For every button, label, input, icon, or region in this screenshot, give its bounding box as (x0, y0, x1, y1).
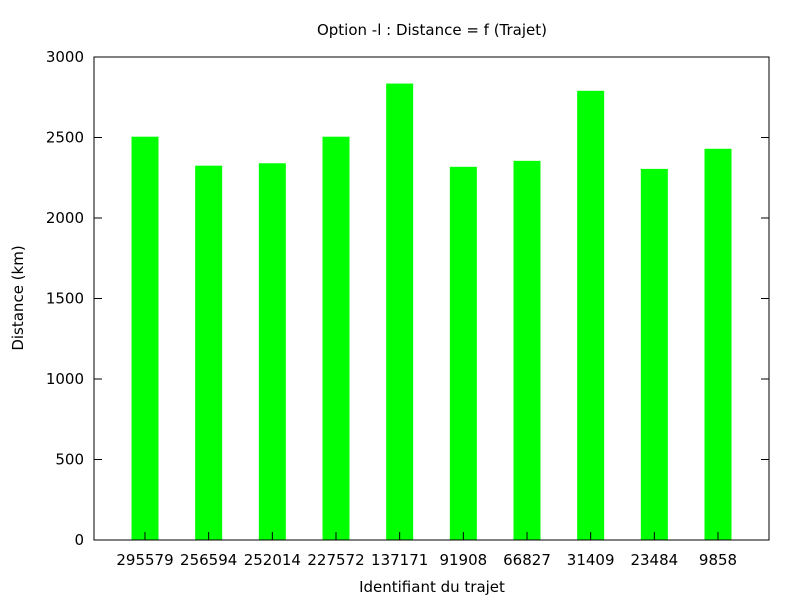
plot-frame (93, 56, 770, 541)
y-tick-label: 0 (74, 531, 84, 549)
bar-137171 (386, 83, 414, 540)
x-axis-ticks: 295579 256594 252014 227572 137171 91908 66827… (116, 532, 737, 569)
x-tick-label: 227572 (307, 551, 364, 569)
y-tick-label: 3000 (46, 48, 84, 66)
x-tick-label: 252014 (244, 551, 301, 569)
bar-295579 (131, 136, 159, 540)
bar-91908 (449, 166, 477, 540)
y-tick-label: 2500 (46, 129, 84, 147)
x-tick-label: 31409 (567, 551, 615, 569)
bar-227572 (322, 136, 350, 540)
y-tick-label: 500 (55, 451, 84, 469)
x-tick-label: 295579 (116, 551, 173, 569)
bar-256594 (195, 165, 223, 541)
bar-66827 (513, 160, 541, 540)
y-tick-label: 2000 (46, 209, 84, 227)
y-tick-label: 1000 (46, 370, 84, 388)
x-tick-label: 23484 (630, 551, 678, 569)
bar-9858 (704, 148, 732, 540)
y-axis-label: Distance (km) (9, 245, 27, 350)
bar-31409 (577, 90, 605, 540)
chart-title: Option -l : Distance = f (Trajet) (317, 21, 547, 39)
x-tick-label: 137171 (371, 551, 428, 569)
x-tick-label: 9858 (699, 551, 737, 569)
y-axis-ticks: 0 500 1000 1500 2000 2500 3000 (46, 48, 769, 549)
bars (131, 83, 732, 541)
bar-23484 (640, 168, 668, 540)
y-tick-label: 1500 (46, 290, 84, 308)
x-axis-label: Identifiant du trajet (359, 578, 505, 596)
x-tick-label: 91908 (439, 551, 487, 569)
x-tick-label: 66827 (503, 551, 551, 569)
bar-252014 (258, 163, 286, 540)
x-tick-label: 256594 (180, 551, 237, 569)
